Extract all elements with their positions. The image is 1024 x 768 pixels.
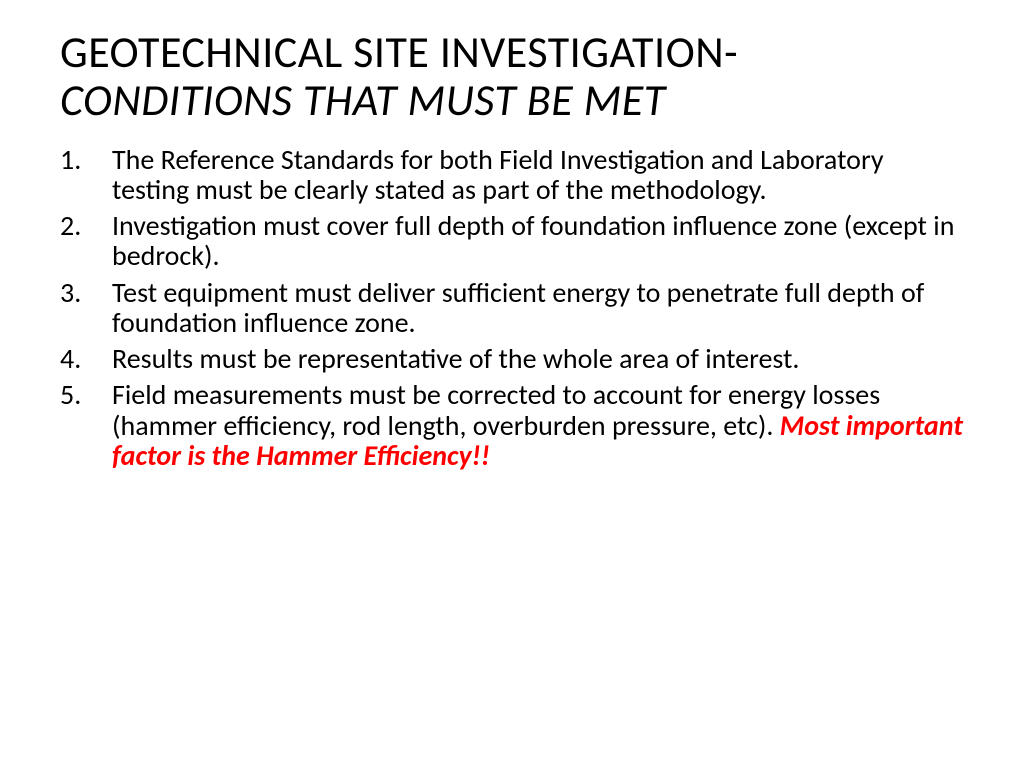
list-item: Test equipment must deliver sufficient e… [112,278,964,338]
slide-title: GEOTECHNICAL SITE INVESTIGATION- CONDITI… [60,28,964,125]
list-item: Results must be representative of the wh… [112,344,964,374]
list-item: Field measurements must be corrected to … [112,380,964,471]
list-item-text: The Reference Standards for both Field I… [112,142,884,207]
title-line-2: CONDITIONS THAT MUST BE MET [60,76,964,124]
list-item-text: Investigation must cover full depth of f… [112,208,954,273]
list-item: Investigation must cover full depth of f… [112,211,964,271]
list-item: The Reference Standards for both Field I… [112,145,964,205]
conditions-list: The Reference Standards for both Field I… [60,145,964,471]
title-line-1: GEOTECHNICAL SITE INVESTIGATION- [60,28,964,76]
list-item-text: Results must be representative of the wh… [112,341,800,376]
list-item-text: Field measurements must be corrected to … [112,377,880,442]
list-item-text: Test equipment must deliver sufficient e… [112,275,924,340]
